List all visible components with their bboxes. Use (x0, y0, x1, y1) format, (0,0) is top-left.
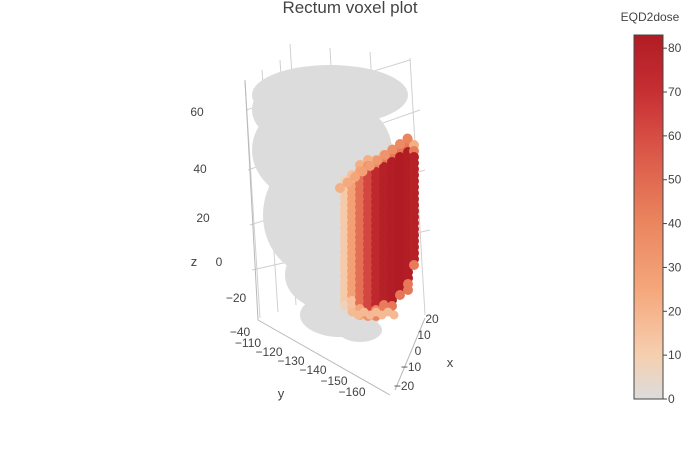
voxel-point (389, 310, 399, 320)
y-tick-label: −140 (299, 363, 326, 377)
colorbar-tick-label: 50 (668, 173, 682, 187)
x-tick-label: 10 (417, 328, 431, 342)
voxel-point (395, 290, 405, 300)
z-tick-label: 40 (193, 162, 207, 176)
colorbar-tick-label: 0 (668, 392, 675, 406)
voxel-point (350, 172, 360, 182)
colorbar-tick-label: 40 (668, 217, 682, 231)
y-axis-label: y (278, 386, 285, 401)
y-tick-label: −130 (277, 354, 304, 368)
colorbar-ticks: 0 10 20 30 40 50 60 70 80 (663, 41, 682, 406)
y-tick-label: −120 (255, 345, 282, 359)
x-axis-ticks: 20 10 0 −10 −20 (394, 312, 439, 393)
x-tick-label: 20 (425, 312, 439, 326)
axis-box-edges (244, 79, 426, 396)
voxel-point (365, 161, 375, 171)
voxel-point (342, 177, 353, 188)
y-tick-label: −110 (235, 336, 261, 350)
voxel-point (409, 260, 419, 270)
chart-title: Rectum voxel plot (282, 0, 417, 17)
voxel-body (338, 318, 382, 342)
colorbar-tick-label: 60 (668, 129, 682, 143)
voxel-point (403, 285, 413, 295)
z-axis-ticks: 60 40 20 0 −20 −40 (190, 105, 250, 339)
x-tick-label: −20 (394, 379, 415, 393)
y-axis-ticks: −110−120−130−140−150−160 (235, 336, 366, 399)
z-tick-label: −40 (230, 325, 251, 339)
colorbar-title: EQD2dose (621, 10, 680, 24)
voxel-point (402, 133, 413, 144)
y-tick-label: −150 (320, 374, 347, 388)
voxel-point (395, 139, 405, 149)
x-tick-label: 0 (415, 344, 422, 358)
colorbar-tick-label: 30 (668, 260, 682, 274)
voxel-body (252, 80, 328, 140)
colorbar-tick-label: 10 (668, 348, 682, 362)
colorbar-tick-label: 20 (668, 304, 682, 318)
z-axis-label: z (191, 254, 198, 269)
colorbar: EQD2dose 0 10 20 30 40 50 60 70 80 (621, 10, 682, 406)
z-tick-label: 0 (216, 255, 223, 269)
voxel-point (335, 183, 345, 193)
colorbar-tick-label: 70 (668, 85, 682, 99)
x-tick-label: −10 (401, 360, 422, 374)
voxel-point (357, 166, 368, 177)
z-tick-label: 60 (190, 105, 204, 119)
colorbar-gradient (633, 34, 664, 400)
x-axis-label: x (447, 355, 454, 370)
y-tick-label: −160 (338, 385, 365, 399)
voxel-point (380, 150, 390, 160)
voxel-cloud (252, 65, 419, 342)
z-tick-label: 20 (196, 211, 210, 225)
voxel-point (372, 155, 383, 166)
z-tick-label: −20 (226, 291, 247, 305)
colorbar-tick-label: 80 (668, 41, 682, 55)
voxel-point (387, 144, 398, 155)
